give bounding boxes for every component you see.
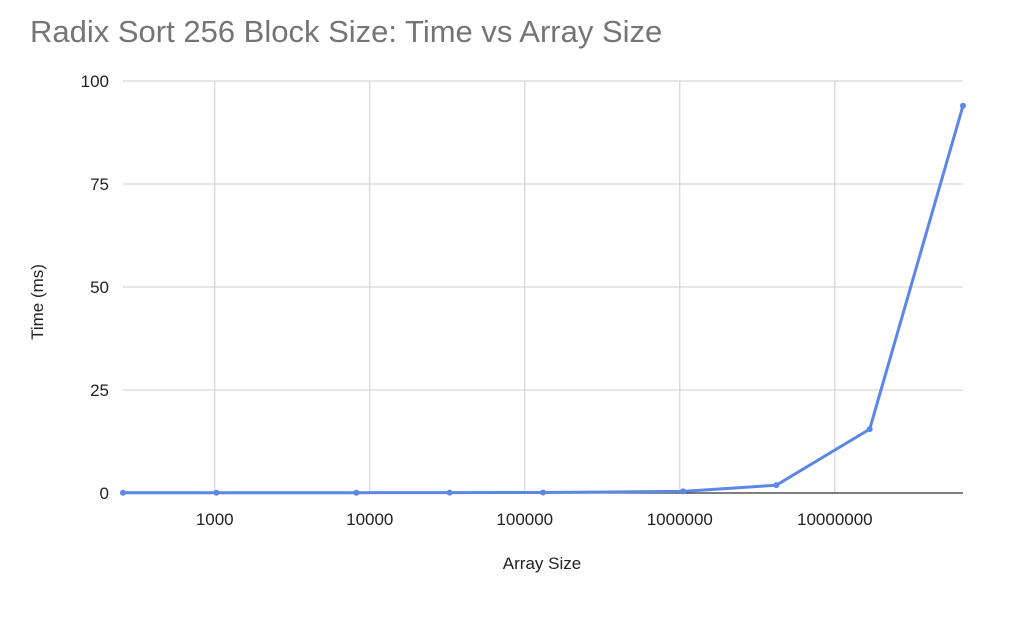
x-axis-title: Array Size	[503, 554, 581, 573]
y-tick-label: 50	[90, 278, 109, 297]
series-layer	[120, 102, 966, 496]
data-point	[866, 426, 873, 433]
x-tick-label: 10000	[346, 510, 393, 529]
data-point	[213, 489, 220, 496]
x-tick-label: 10000000	[797, 510, 873, 529]
grid-lines	[123, 80, 963, 493]
x-tick-label: 100000	[496, 510, 553, 529]
data-point	[120, 489, 126, 496]
chart-title: Radix Sort 256 Block Size: Time vs Array…	[30, 14, 663, 49]
data-point	[446, 489, 453, 496]
data-point	[680, 488, 686, 495]
y-tick-label: 25	[90, 381, 109, 400]
y-tick-label: 100	[81, 72, 109, 91]
data-point	[773, 482, 780, 489]
data-point	[353, 489, 360, 496]
x-tick-label: 1000000	[647, 510, 713, 529]
tick-labels: 0 25 50 75 100 1000 10000 100000 1000000 10000000	[81, 72, 873, 529]
x-tick-label: 1000	[196, 510, 234, 529]
y-tick-label: 75	[90, 175, 109, 194]
data-point	[960, 102, 966, 109]
series-line	[121, 104, 965, 495]
y-tick-label: 0	[100, 484, 109, 503]
y-axis-title: Time (ms)	[28, 264, 47, 340]
data-point	[540, 489, 546, 496]
